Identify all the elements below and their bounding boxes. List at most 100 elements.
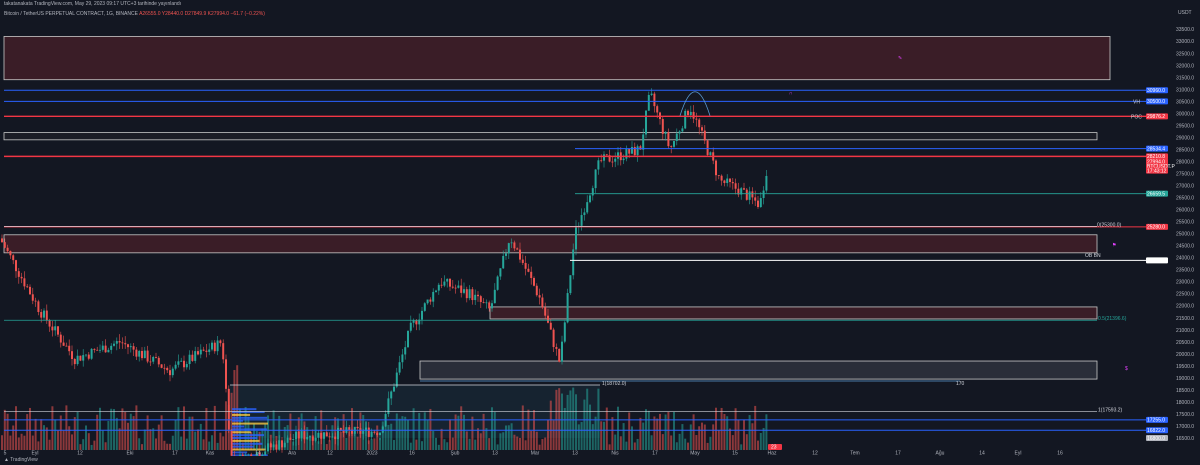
candle-78[interactable] (219, 339, 222, 347)
candle-202[interactable] (566, 288, 569, 324)
candle-34[interactable] (96, 346, 99, 351)
candle-249[interactable] (698, 117, 701, 135)
candle-252[interactable] (706, 139, 709, 157)
candle-227[interactable] (636, 144, 639, 162)
candle-213[interactable] (597, 157, 600, 175)
candle-106[interactable] (297, 428, 300, 445)
candle-112[interactable] (314, 430, 317, 443)
candle-206[interactable] (577, 222, 580, 234)
candle-7[interactable] (20, 272, 23, 284)
candle-64[interactable] (180, 357, 183, 362)
candle-138[interactable] (387, 391, 390, 417)
candle-100[interactable] (281, 437, 283, 453)
candle-69[interactable] (194, 346, 197, 364)
candle-86[interactable] (241, 452, 244, 456)
candle-102[interactable] (286, 435, 289, 443)
candle-15[interactable] (43, 308, 45, 321)
candle-120[interactable] (337, 425, 339, 446)
candle-5[interactable] (15, 259, 17, 278)
candle-117[interactable] (328, 432, 331, 442)
candle-134[interactable] (376, 431, 379, 438)
candle-244[interactable] (684, 108, 687, 130)
candle-163[interactable] (457, 280, 460, 289)
candle-240[interactable] (673, 140, 675, 149)
candle-219[interactable] (614, 152, 617, 168)
candle-35[interactable] (99, 344, 101, 354)
candle-180[interactable] (505, 248, 507, 260)
candle-247[interactable] (692, 105, 695, 123)
candle-83[interactable] (233, 450, 236, 456)
candle-59[interactable] (166, 366, 169, 373)
candle-154[interactable] (432, 288, 435, 308)
candle-67[interactable] (188, 350, 191, 370)
candle-108[interactable] (303, 425, 306, 444)
candle-31[interactable] (87, 352, 90, 361)
candle-36[interactable] (101, 341, 104, 352)
candle-270[interactable] (757, 195, 759, 209)
candle-153[interactable] (429, 297, 432, 305)
candle-157[interactable] (440, 278, 443, 289)
candle-210[interactable] (589, 193, 591, 204)
candle-40[interactable] (113, 340, 115, 347)
candle-212[interactable] (594, 169, 597, 193)
symbol-title[interactable]: Bitcoin / TetherUS PERPETUAL CONTRACT, 1… (4, 11, 138, 17)
candle-18[interactable] (51, 321, 54, 337)
candle-27[interactable] (76, 349, 79, 366)
candle-113[interactable] (317, 430, 320, 444)
candle-16[interactable] (45, 304, 48, 324)
candle-20[interactable] (57, 326, 59, 337)
candle-121[interactable] (339, 427, 342, 432)
candle-251[interactable] (703, 125, 706, 144)
candle-109[interactable] (306, 432, 309, 440)
candle-96[interactable] (269, 441, 272, 453)
candle-172[interactable] (482, 298, 485, 304)
zone-box-3[interactable] (489, 306, 1098, 320)
candle-26[interactable] (73, 357, 76, 370)
candle-57[interactable] (160, 364, 163, 369)
candle-190[interactable] (533, 276, 535, 287)
candle-44[interactable] (124, 336, 127, 349)
candle-24[interactable] (68, 339, 71, 356)
candle-39[interactable] (110, 343, 113, 354)
candle-223[interactable] (625, 145, 628, 162)
candle-46[interactable] (129, 343, 132, 353)
candle-239[interactable] (670, 145, 673, 154)
candle-98[interactable] (275, 440, 278, 453)
candle-260[interactable] (729, 178, 731, 188)
candle-215[interactable] (603, 151, 605, 168)
candle-253[interactable] (709, 151, 712, 156)
candle-58[interactable] (163, 363, 166, 375)
candle-19[interactable] (54, 320, 57, 336)
candle-266[interactable] (745, 188, 748, 201)
candle-199[interactable] (558, 348, 561, 363)
candle-80[interactable] (225, 354, 227, 393)
candle-22[interactable] (62, 335, 65, 346)
candle-208[interactable] (583, 208, 586, 221)
candle-0[interactable] (1, 234, 3, 243)
candle-152[interactable] (426, 299, 429, 305)
candle-258[interactable] (723, 179, 726, 187)
candle-4[interactable] (12, 254, 15, 265)
candle-265[interactable] (743, 182, 745, 190)
candle-101[interactable] (283, 440, 286, 448)
candle-6[interactable] (17, 267, 20, 284)
candle-146[interactable] (409, 315, 412, 333)
candle-114[interactable] (320, 432, 323, 445)
candle-187[interactable] (524, 255, 527, 276)
candle-166[interactable] (465, 286, 468, 303)
candle-176[interactable] (493, 283, 496, 304)
candle-165[interactable] (463, 282, 465, 295)
candle-271[interactable] (759, 192, 762, 208)
candle-170[interactable] (477, 291, 479, 302)
candle-143[interactable] (401, 349, 404, 369)
candle-93[interactable] (261, 452, 264, 456)
candle-204[interactable] (572, 243, 575, 280)
candle-74[interactable] (208, 343, 211, 356)
candle-47[interactable] (132, 342, 135, 356)
candle-268[interactable] (751, 187, 754, 205)
candle-91[interactable] (255, 445, 258, 456)
candle-32[interactable] (90, 347, 93, 360)
candle-182[interactable] (510, 238, 513, 249)
magnet-icon[interactable]: ∩ (789, 91, 793, 97)
